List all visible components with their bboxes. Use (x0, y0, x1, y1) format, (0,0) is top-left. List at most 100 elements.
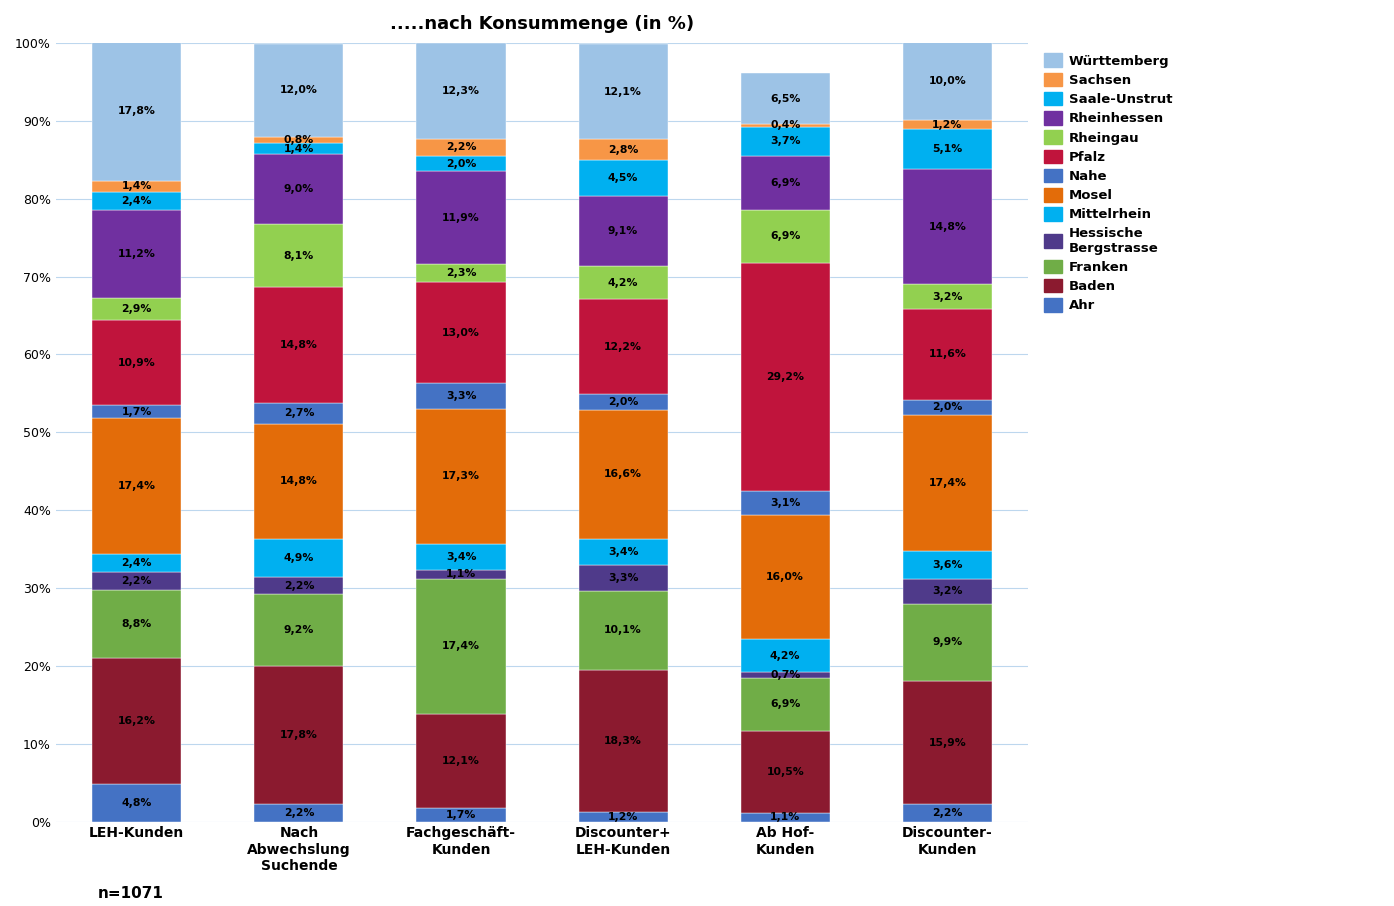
Bar (417, 383, 506, 409)
Bar (417, 43, 506, 139)
Text: 3,1%: 3,1% (769, 497, 800, 507)
Bar (903, 551, 993, 579)
Text: 1,1%: 1,1% (769, 813, 800, 823)
Text: 12,1%: 12,1% (442, 757, 480, 766)
Text: 8,8%: 8,8% (121, 619, 152, 629)
Text: 9,0%: 9,0% (284, 184, 314, 194)
Bar (740, 264, 829, 491)
Bar (903, 805, 993, 822)
Bar (254, 143, 343, 154)
Text: 1,2%: 1,2% (933, 120, 962, 130)
Text: 9,9%: 9,9% (933, 637, 962, 647)
Text: 1,4%: 1,4% (284, 144, 314, 154)
Text: 12,3%: 12,3% (442, 86, 480, 96)
Text: 3,7%: 3,7% (769, 137, 800, 147)
Text: 5,1%: 5,1% (933, 144, 962, 154)
Bar (417, 282, 506, 383)
Bar (579, 196, 668, 266)
Text: 3,4%: 3,4% (608, 547, 638, 557)
Text: 12,0%: 12,0% (280, 85, 318, 95)
Bar (903, 120, 993, 130)
Text: 8,1%: 8,1% (284, 251, 314, 261)
Legend: Württemberg, Sachsen, Saale-Unstrut, Rheinhessen, Rheingau, Pfalz, Nahe, Mosel, : Württemberg, Sachsen, Saale-Unstrut, Rhe… (1040, 50, 1177, 316)
Text: 6,9%: 6,9% (769, 178, 800, 188)
Text: 0,7%: 0,7% (769, 670, 800, 680)
Text: 1,7%: 1,7% (446, 810, 477, 820)
Text: 2,0%: 2,0% (608, 397, 638, 407)
Text: 3,3%: 3,3% (446, 391, 477, 401)
Bar (740, 491, 829, 515)
Bar (903, 579, 993, 603)
Text: 12,2%: 12,2% (604, 342, 643, 352)
Bar (92, 297, 181, 320)
Text: 29,2%: 29,2% (767, 372, 804, 382)
Text: 10,9%: 10,9% (118, 358, 156, 368)
Text: 6,9%: 6,9% (769, 231, 800, 241)
Bar (92, 573, 181, 590)
Bar (254, 577, 343, 594)
Text: 11,9%: 11,9% (442, 213, 480, 223)
Text: 4,9%: 4,9% (284, 553, 314, 563)
Bar (254, 287, 343, 402)
Text: 0,4%: 0,4% (769, 120, 800, 130)
Bar (92, 405, 181, 419)
Bar (417, 714, 506, 808)
Text: n=1071: n=1071 (98, 886, 163, 901)
Bar (254, 43, 343, 137)
Bar (740, 678, 829, 731)
Bar (903, 42, 993, 120)
Bar (740, 515, 829, 640)
Bar (579, 394, 668, 410)
Text: 2,4%: 2,4% (121, 558, 152, 568)
Text: 14,8%: 14,8% (928, 222, 966, 232)
Bar (254, 424, 343, 539)
Bar (417, 264, 506, 282)
Text: 4,8%: 4,8% (121, 798, 152, 808)
Text: 1,1%: 1,1% (446, 569, 477, 579)
Bar (740, 640, 829, 672)
Bar (92, 590, 181, 658)
Bar (903, 169, 993, 284)
Text: 1,2%: 1,2% (608, 812, 638, 822)
Text: 2,3%: 2,3% (446, 268, 477, 278)
Text: 3,2%: 3,2% (933, 586, 963, 596)
Text: 11,2%: 11,2% (118, 249, 156, 259)
Text: 3,6%: 3,6% (933, 560, 963, 570)
Bar (254, 594, 343, 666)
Text: 16,0%: 16,0% (767, 572, 804, 582)
Bar (417, 409, 506, 544)
Text: 4,5%: 4,5% (608, 173, 638, 183)
Bar (903, 130, 993, 169)
Bar (92, 785, 181, 822)
Text: 2,2%: 2,2% (121, 576, 152, 586)
Bar (579, 139, 668, 160)
Text: 3,3%: 3,3% (608, 573, 638, 583)
Text: 16,6%: 16,6% (604, 469, 643, 479)
Text: 6,5%: 6,5% (769, 93, 800, 103)
Text: 2,9%: 2,9% (121, 304, 152, 313)
Text: 4,2%: 4,2% (769, 651, 800, 660)
Text: 18,3%: 18,3% (604, 736, 643, 746)
Title: .....nach Konsummenge (in %): .....nach Konsummenge (in %) (390, 15, 694, 33)
Text: 2,2%: 2,2% (283, 808, 314, 818)
Text: 2,7%: 2,7% (283, 409, 314, 419)
Text: 10,1%: 10,1% (604, 625, 643, 635)
Text: 14,8%: 14,8% (280, 477, 318, 487)
Text: 10,0%: 10,0% (928, 76, 966, 86)
Bar (579, 410, 668, 539)
Bar (579, 539, 668, 565)
Bar (417, 156, 506, 171)
Bar (92, 192, 181, 210)
Bar (417, 171, 506, 264)
Text: 17,8%: 17,8% (118, 106, 156, 116)
Text: 2,2%: 2,2% (933, 808, 963, 818)
Bar (903, 284, 993, 309)
Bar (903, 680, 993, 805)
Bar (254, 666, 343, 805)
Bar (92, 554, 181, 573)
Text: 3,4%: 3,4% (446, 552, 477, 562)
Bar (740, 209, 829, 264)
Text: 11,6%: 11,6% (928, 350, 966, 360)
Text: 2,4%: 2,4% (121, 196, 152, 206)
Bar (903, 309, 993, 400)
